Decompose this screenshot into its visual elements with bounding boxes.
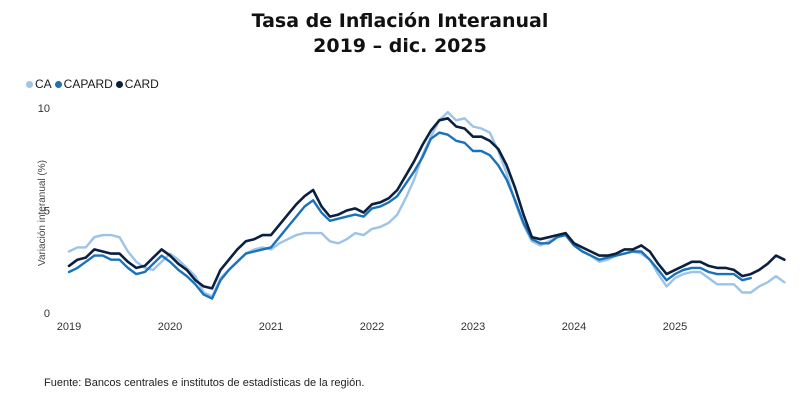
source-note: Fuente: Bancos centrales e institutos de… [44, 377, 365, 389]
series-line-card [67, 117, 786, 290]
x-tick-label: 2019 [57, 321, 81, 333]
legend-marker-ca [26, 80, 33, 88]
legend-item-ca: CA [26, 77, 52, 91]
y-axis-ticks: 0 5 10 [38, 103, 50, 320]
legend: CA CAPARD CARD [26, 77, 159, 91]
legend-label-ca: CA [35, 77, 52, 91]
x-tick-label: 2020 [158, 321, 182, 333]
legend-label-card: CARD [124, 77, 159, 91]
x-tick-label: 2025 [663, 321, 687, 333]
x-tick-label: 2022 [360, 321, 384, 333]
series-line-capard [67, 131, 752, 300]
chart-subtitle: 2019 – dic. 2025 [313, 35, 487, 57]
legend-label-capard: CAPARD [63, 77, 113, 91]
chart-title: Tasa de Inflación Interanual [251, 10, 549, 32]
series-lines [67, 110, 786, 300]
x-axis-ticks: 2019 2020 2021 2022 2023 2024 2025 [57, 321, 687, 333]
legend-marker-card [115, 80, 123, 88]
legend-marker-capard [54, 80, 62, 88]
y-tick-label: 0 [44, 308, 50, 320]
y-tick-label: 5 [44, 206, 50, 218]
legend-item-card: CARD [115, 77, 159, 91]
y-axis-label: Variación interanual (%) [37, 160, 48, 266]
x-tick-label: 2023 [461, 321, 485, 333]
y-tick-label: 10 [38, 103, 50, 115]
legend-item-capard: CAPARD [54, 77, 113, 91]
x-tick-label: 2024 [562, 321, 586, 333]
x-tick-label: 2021 [259, 321, 283, 333]
